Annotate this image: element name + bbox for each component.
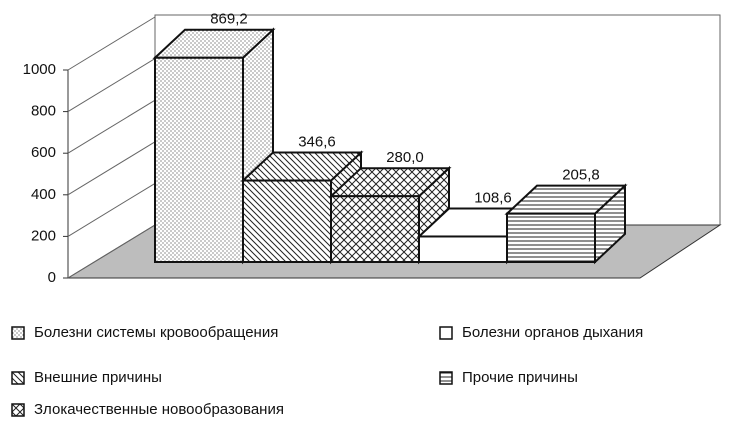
y-tick-label: 400 xyxy=(31,186,56,203)
bar xyxy=(330,195,420,263)
grid-line xyxy=(67,58,156,113)
y-tick-label: 1000 xyxy=(23,61,56,78)
y-tick-label: 0 xyxy=(48,269,56,286)
legend-swatch xyxy=(11,403,25,417)
legend-label: Прочие причины xyxy=(462,369,578,386)
bar xyxy=(154,56,244,263)
y-tick-label: 200 xyxy=(31,227,56,244)
value-label: 280,0 xyxy=(386,149,424,166)
y-tick-label: 600 xyxy=(31,144,56,161)
legend-label: Болезни системы кровообращения xyxy=(34,324,278,341)
legend-label: Злокачественные новообразования xyxy=(34,401,284,418)
value-label: 108,6 xyxy=(474,189,512,206)
grid-line xyxy=(67,16,156,71)
grid-line xyxy=(67,224,156,279)
legend-swatch xyxy=(11,371,25,385)
bar xyxy=(506,212,596,263)
bar xyxy=(418,235,508,264)
legend-label: Внешние причины xyxy=(34,369,162,386)
legend-swatch xyxy=(11,326,25,340)
value-label: 346,6 xyxy=(298,134,336,151)
value-label: 869,2 xyxy=(210,11,248,28)
legend-label: Болезни органов дыхания xyxy=(462,324,643,341)
legend-swatch xyxy=(439,371,453,385)
y-tick-label: 800 xyxy=(31,103,56,120)
legend-swatch xyxy=(439,326,453,340)
grid-line xyxy=(67,99,156,154)
grid-line xyxy=(67,182,156,237)
grid-line xyxy=(67,141,156,196)
bar xyxy=(242,179,332,263)
value-label: 205,8 xyxy=(562,167,600,184)
